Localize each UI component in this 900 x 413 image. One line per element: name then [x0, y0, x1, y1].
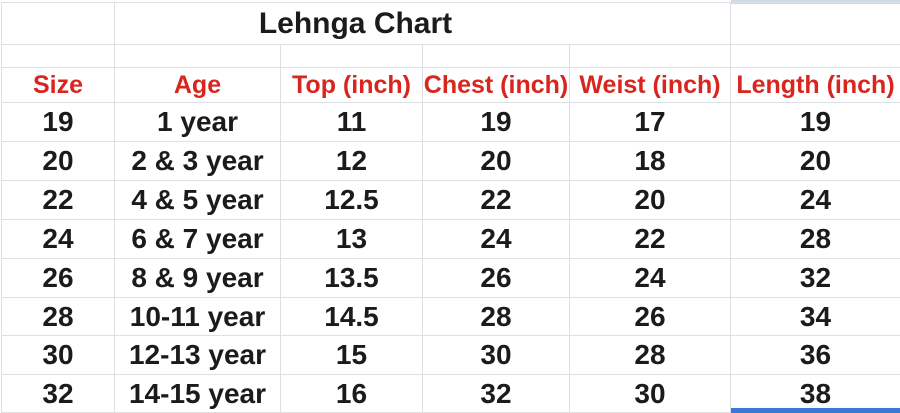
selection-border-bottom: [731, 408, 900, 413]
header-top[interactable]: Top (inch): [281, 68, 423, 103]
cell-chest[interactable]: 26: [423, 259, 570, 298]
cell-age[interactable]: 4 & 5 year: [115, 181, 281, 220]
cell-top[interactable]: 12.5: [281, 181, 423, 220]
cell-top[interactable]: 16: [281, 375, 423, 413]
chart-title-cell[interactable]: Lehnga Chart: [115, 3, 570, 45]
header-row: Size Age Top (inch) Chest (inch) Weist (…: [2, 68, 900, 103]
cell-length[interactable]: 19: [731, 103, 900, 142]
cell-size[interactable]: 28: [2, 298, 115, 336]
cell-age[interactable]: 14-15 year: [115, 375, 281, 413]
cell-top[interactable]: 14.5: [281, 298, 423, 336]
empty-cell[interactable]: [115, 45, 281, 68]
cell-size[interactable]: 24: [2, 220, 115, 259]
cell-chest[interactable]: 32: [423, 375, 570, 413]
header-length[interactable]: Length (inch): [731, 68, 900, 103]
cell-chest[interactable]: 19: [423, 103, 570, 142]
table-row: 22 4 & 5 year 12.5 22 20 24: [2, 181, 900, 220]
cell-length[interactable]: 24: [731, 181, 900, 220]
header-chest[interactable]: Chest (inch): [423, 68, 570, 103]
spacer-row: [2, 45, 900, 68]
table-row: 24 6 & 7 year 13 24 22 28: [2, 220, 900, 259]
cell-top[interactable]: 13.5: [281, 259, 423, 298]
empty-cell[interactable]: [2, 45, 115, 68]
cell-age[interactable]: 1 year: [115, 103, 281, 142]
cell-weist[interactable]: 18: [570, 142, 731, 181]
cell-size[interactable]: 22: [2, 181, 115, 220]
cell-weist[interactable]: 20: [570, 181, 731, 220]
table-row: 26 8 & 9 year 13.5 26 24 32: [2, 259, 900, 298]
empty-cell[interactable]: [570, 3, 731, 45]
cell-weist[interactable]: 22: [570, 220, 731, 259]
cell-size[interactable]: 26: [2, 259, 115, 298]
cell-length[interactable]: 36: [731, 336, 900, 375]
cell-age[interactable]: 6 & 7 year: [115, 220, 281, 259]
cell-length[interactable]: 32: [731, 259, 900, 298]
cell-chest[interactable]: 20: [423, 142, 570, 181]
empty-cell[interactable]: [731, 3, 900, 45]
header-age[interactable]: Age: [115, 68, 281, 103]
cell-size[interactable]: 32: [2, 375, 115, 413]
empty-cell[interactable]: [2, 3, 115, 45]
table-row: 20 2 & 3 year 12 20 18 20: [2, 142, 900, 181]
table-row: 32 14-15 year 16 32 30 38: [2, 375, 900, 413]
cell-chest[interactable]: 30: [423, 336, 570, 375]
empty-cell[interactable]: [731, 45, 900, 68]
cell-age[interactable]: 10-11 year: [115, 298, 281, 336]
cell-top[interactable]: 15: [281, 336, 423, 375]
header-size[interactable]: Size: [2, 68, 115, 103]
cell-length[interactable]: 28: [731, 220, 900, 259]
table-row: 30 12-13 year 15 30 28 36: [2, 336, 900, 375]
empty-cell[interactable]: [281, 45, 423, 68]
cell-age[interactable]: 8 & 9 year: [115, 259, 281, 298]
cell-size[interactable]: 30: [2, 336, 115, 375]
cell-length[interactable]: 34: [731, 298, 900, 336]
cell-weist[interactable]: 30: [570, 375, 731, 413]
title-row: Lehnga Chart: [2, 3, 900, 45]
empty-cell[interactable]: [570, 45, 731, 68]
cell-top[interactable]: 12: [281, 142, 423, 181]
cell-weist[interactable]: 24: [570, 259, 731, 298]
chart-title: Lehnga Chart: [258, 6, 453, 40]
cell-age[interactable]: 12-13 year: [115, 336, 281, 375]
cell-weist[interactable]: 28: [570, 336, 731, 375]
table-row: 28 10-11 year 14.5 28 26 34: [2, 298, 900, 336]
cell-age[interactable]: 2 & 3 year: [115, 142, 281, 181]
cell-size[interactable]: 20: [2, 142, 115, 181]
table-row: 19 1 year 11 19 17 19: [2, 103, 900, 142]
empty-cell[interactable]: [423, 45, 570, 68]
cell-chest[interactable]: 24: [423, 220, 570, 259]
cell-top[interactable]: 13: [281, 220, 423, 259]
header-weist[interactable]: Weist (inch): [570, 68, 731, 103]
cell-chest[interactable]: 22: [423, 181, 570, 220]
cell-top[interactable]: 11: [281, 103, 423, 142]
cell-weist[interactable]: 26: [570, 298, 731, 336]
cell-chest[interactable]: 28: [423, 298, 570, 336]
cell-length[interactable]: 20: [731, 142, 900, 181]
cell-size[interactable]: 19: [2, 103, 115, 142]
cell-weist[interactable]: 17: [570, 103, 731, 142]
